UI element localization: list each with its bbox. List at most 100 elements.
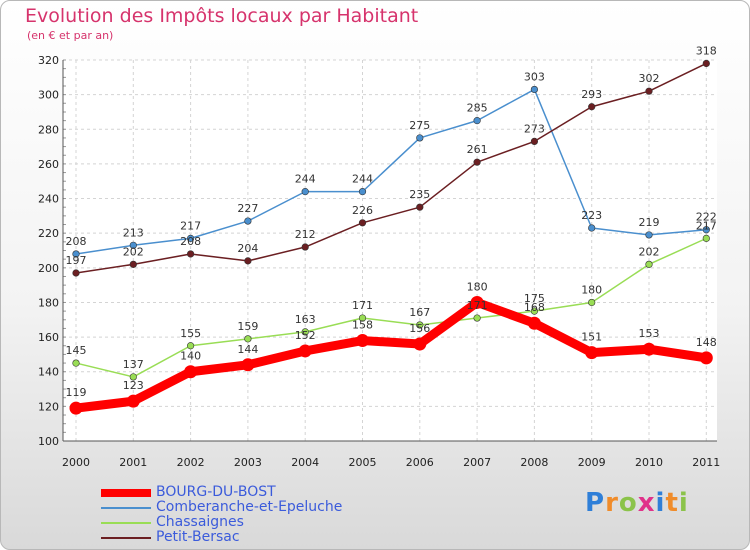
data-label: 227	[237, 202, 258, 215]
data-label: 318	[696, 44, 717, 57]
data-point	[72, 269, 80, 277]
brand-letter: i	[678, 488, 689, 518]
data-label: 151	[581, 331, 602, 344]
x-tick-label: 2008	[520, 456, 548, 469]
data-label: 171	[352, 299, 373, 312]
data-point	[702, 226, 710, 234]
label-layer: 208 213 217 227 244 244 275 285 303 223 219 222 145 1…	[66, 44, 717, 399]
data-label: 275	[409, 119, 430, 132]
data-label: 153	[639, 327, 660, 340]
data-point	[702, 234, 710, 242]
data-label: 175	[524, 292, 545, 305]
legend-item: Chassaignes	[101, 515, 421, 530]
y-tick-label: 320	[38, 54, 59, 67]
data-point	[72, 250, 80, 258]
y-tick-label: 180	[38, 296, 59, 309]
data-point	[642, 342, 656, 356]
x-tick-label: 2006	[406, 456, 434, 469]
data-point	[588, 298, 596, 307]
y-tick-label: 300	[38, 89, 59, 102]
y-tick-label: 200	[38, 262, 59, 275]
data-point	[473, 117, 481, 125]
data-label: 303	[524, 70, 545, 83]
data-point	[645, 87, 653, 95]
data-label: 293	[581, 88, 602, 101]
data-point	[301, 328, 309, 336]
data-point	[588, 103, 596, 111]
data-label: 302	[639, 72, 660, 85]
legend-label: Comberanche-et-Epeluche	[156, 499, 343, 515]
data-point	[358, 314, 367, 322]
data-point	[416, 203, 424, 211]
data-point	[588, 224, 596, 232]
brand-letter: x	[637, 488, 656, 518]
data-label: 180	[581, 283, 602, 296]
data-point	[356, 334, 369, 348]
series-line-comberanche-et-epeluche	[75, 88, 708, 255]
legend-swatch	[101, 489, 151, 497]
data-point	[530, 85, 539, 94]
legend-label: Chassaignes	[156, 514, 244, 530]
data-point	[416, 134, 424, 142]
data-point	[702, 59, 710, 68]
x-tick-label: 2011	[692, 456, 720, 469]
data-point	[301, 188, 309, 196]
y-tick-label: 100	[38, 435, 59, 448]
brand-letter: o	[618, 488, 638, 518]
x-tick-label: 2010	[635, 456, 663, 469]
series-line-chassaignes	[75, 237, 708, 378]
data-label: 158	[352, 319, 373, 332]
data-label: 217	[696, 219, 717, 232]
legend-swatch	[101, 522, 151, 524]
y-tick-label: 160	[38, 331, 59, 344]
data-label: 163	[295, 313, 316, 326]
data-label: 180	[467, 280, 488, 293]
data-point	[473, 314, 481, 322]
data-point	[126, 394, 140, 408]
data-label: 212	[295, 228, 316, 241]
data-point	[187, 250, 195, 258]
y-tick-label: 260	[38, 158, 59, 171]
series-line-petit-bersac	[75, 62, 708, 274]
data-point	[301, 243, 309, 251]
data-label: 208	[180, 235, 201, 248]
data-label: 204	[237, 242, 258, 255]
data-point	[187, 342, 195, 350]
data-point	[69, 401, 83, 415]
data-label: 202	[123, 245, 144, 258]
y-tick-label: 140	[38, 366, 59, 379]
brand-letter: r	[605, 488, 619, 518]
data-point	[241, 358, 255, 372]
data-label: 123	[123, 379, 144, 392]
x-tick-label: 2002	[177, 456, 205, 469]
brand-letter: t	[665, 488, 679, 518]
series-line-bourg-du-bost	[71, 297, 711, 413]
data-label: 223	[581, 209, 602, 222]
data-label: 119	[66, 386, 87, 399]
legend-item: Comberanche-et-Epeluche	[101, 500, 421, 515]
axis-layer: 100 120 140 160 180 200 220 240 260 280 300 320 2000…	[38, 54, 720, 469]
data-label: 208	[66, 235, 87, 248]
data-label: 155	[180, 327, 201, 340]
x-tick-label: 2004	[291, 456, 319, 469]
data-label: 244	[295, 173, 316, 186]
data-label: 217	[180, 219, 201, 232]
data-label: 235	[409, 188, 430, 201]
chart-subtitle: (en € et par an)	[27, 29, 114, 42]
data-point	[413, 337, 427, 351]
data-label: 273	[524, 122, 545, 135]
data-label: 244	[352, 173, 373, 186]
data-point	[527, 316, 541, 330]
data-label: 137	[123, 358, 144, 371]
data-point	[699, 351, 713, 365]
data-point	[187, 234, 195, 242]
data-point	[530, 137, 539, 145]
data-point	[184, 365, 198, 379]
data-label: 167	[409, 306, 430, 319]
data-label: 144	[237, 343, 258, 356]
data-label: 148	[696, 336, 717, 349]
x-tick-label: 2007	[463, 456, 491, 469]
data-label: 140	[180, 350, 201, 363]
chart-title: Evolution des Impôts locaux par Habitant	[25, 5, 419, 27]
